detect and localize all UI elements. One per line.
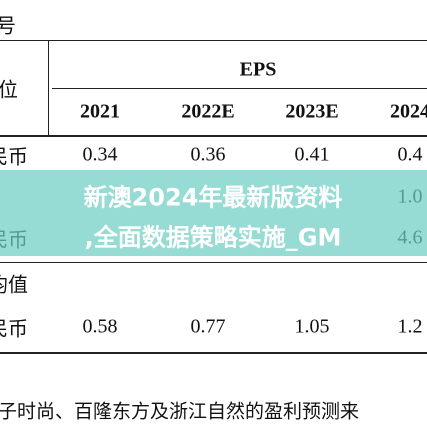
cell: 0.58 bbox=[82, 315, 118, 338]
rule bbox=[0, 262, 427, 263]
unit-header: 位 bbox=[0, 79, 18, 102]
cell: 1.05 bbox=[294, 315, 330, 338]
cell: 0.34 bbox=[82, 143, 118, 166]
overlay-band bbox=[0, 170, 427, 256]
row-label: 民币 bbox=[0, 318, 28, 341]
cell: 0.77 bbox=[190, 315, 226, 338]
footnote: 子时尚、百隆东方及浙江自然的盈利预测来 bbox=[0, 401, 360, 423]
row-label: 均值 bbox=[0, 274, 28, 297]
column-header: 2021 bbox=[80, 100, 120, 123]
rule bbox=[0, 352, 427, 354]
cell: 0.41 bbox=[294, 143, 330, 166]
column-header: 2024 bbox=[390, 100, 427, 123]
corner: 号 bbox=[0, 15, 16, 38]
rule bbox=[0, 135, 427, 137]
rule bbox=[0, 40, 427, 41]
cell: 0.4 bbox=[397, 143, 423, 166]
rule bbox=[52, 88, 427, 89]
group-header: EPS bbox=[239, 58, 277, 81]
column-header: 2023E bbox=[285, 100, 339, 123]
overlay-text: ,全面数据策略实施_GM bbox=[84, 223, 342, 252]
rule bbox=[48, 41, 49, 136]
column-header: 2022E bbox=[181, 100, 235, 123]
row-label: 民币 bbox=[0, 146, 28, 169]
cell: 0.36 bbox=[190, 143, 226, 166]
cell: 1.2 bbox=[397, 315, 423, 338]
overlay-text: 新澳2024年最新版资料 bbox=[83, 183, 343, 212]
